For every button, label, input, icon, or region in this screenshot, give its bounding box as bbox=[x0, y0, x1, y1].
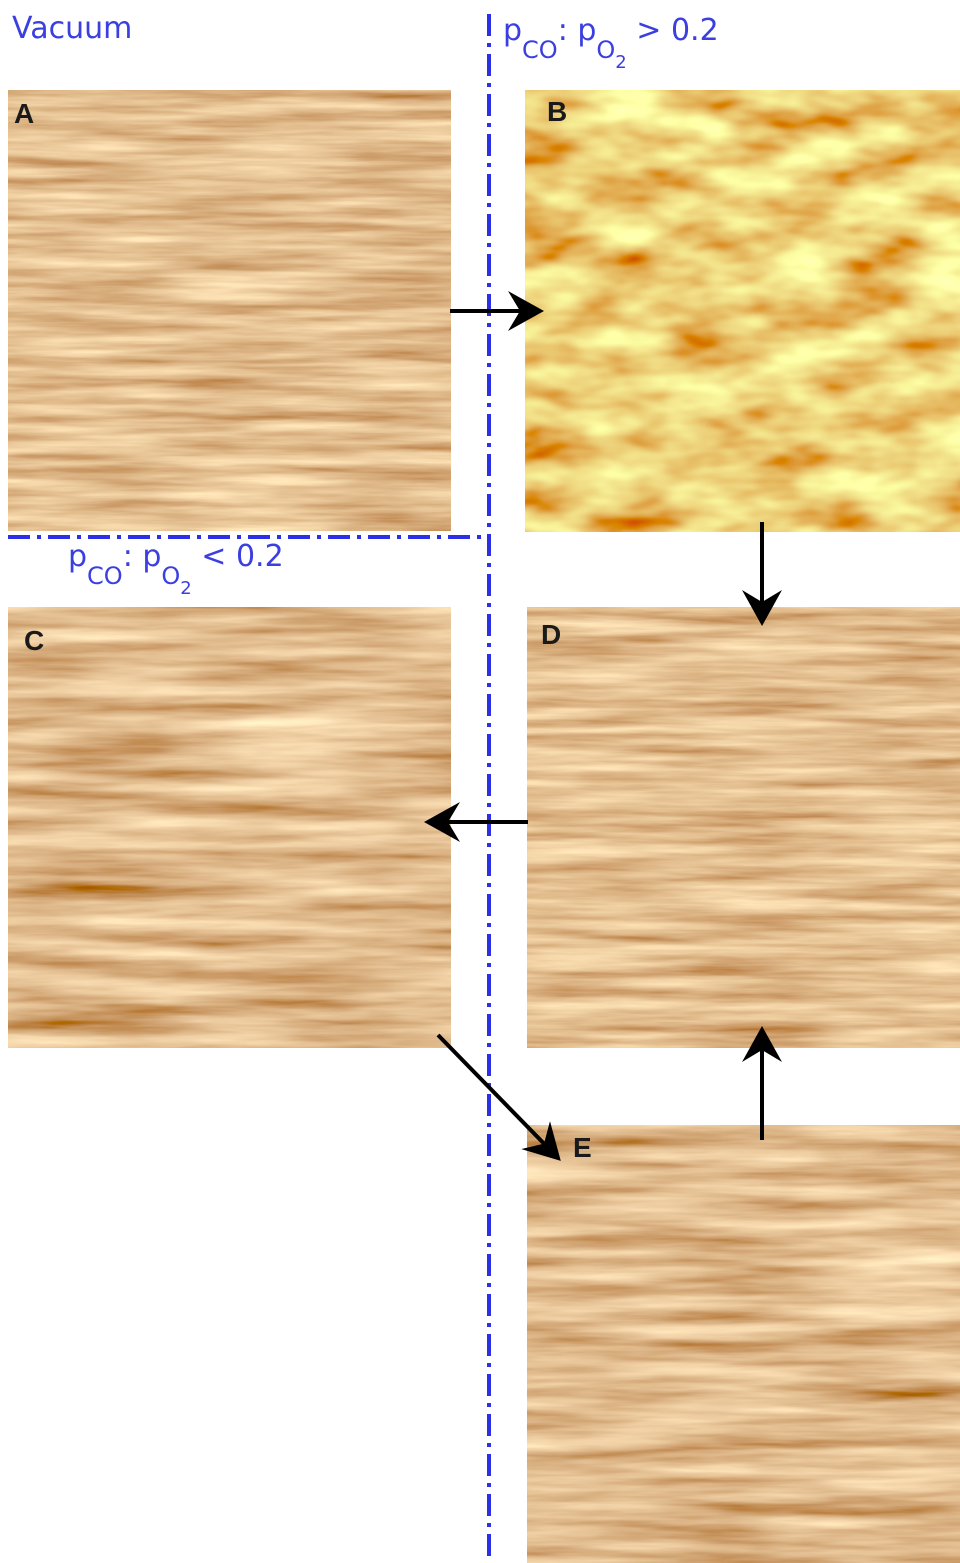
region-label: Vacuum bbox=[12, 14, 132, 44]
arrow-c-e bbox=[438, 1035, 558, 1158]
subscript-index: 2 bbox=[615, 52, 626, 73]
stm-image-a bbox=[8, 90, 451, 531]
panel-label: D bbox=[541, 621, 561, 649]
relation: < 0.2 bbox=[201, 539, 283, 574]
separator: : bbox=[123, 539, 133, 574]
subscript: CO bbox=[87, 562, 123, 590]
stm-image-e bbox=[527, 1125, 960, 1563]
page: {"regions": { "vacuum": "Vacuum", "high_… bbox=[0, 0, 960, 1563]
stm-image-c bbox=[8, 607, 451, 1048]
subscript: O bbox=[161, 562, 180, 590]
stm-image-d bbox=[527, 607, 960, 1048]
symbol: p bbox=[577, 13, 596, 48]
stm-image-b bbox=[525, 90, 960, 532]
panel-label: C bbox=[24, 627, 44, 655]
separator: : bbox=[558, 13, 568, 48]
panel-label: E bbox=[573, 1134, 592, 1162]
symbol: p bbox=[142, 539, 161, 574]
symbol: p bbox=[503, 13, 522, 48]
figure bbox=[0, 0, 960, 1563]
relation: > 0.2 bbox=[636, 13, 718, 48]
symbol: p bbox=[68, 539, 87, 574]
ratio-label: pCO: pO2 > 0.2 bbox=[503, 16, 719, 46]
ratio-label: pCO: pO2 < 0.2 bbox=[68, 542, 284, 572]
subscript-index: 2 bbox=[180, 578, 191, 599]
subscript: CO bbox=[522, 36, 558, 64]
panel-label: A bbox=[14, 100, 34, 128]
panel-label: B bbox=[547, 98, 567, 126]
subscript: O bbox=[596, 36, 615, 64]
